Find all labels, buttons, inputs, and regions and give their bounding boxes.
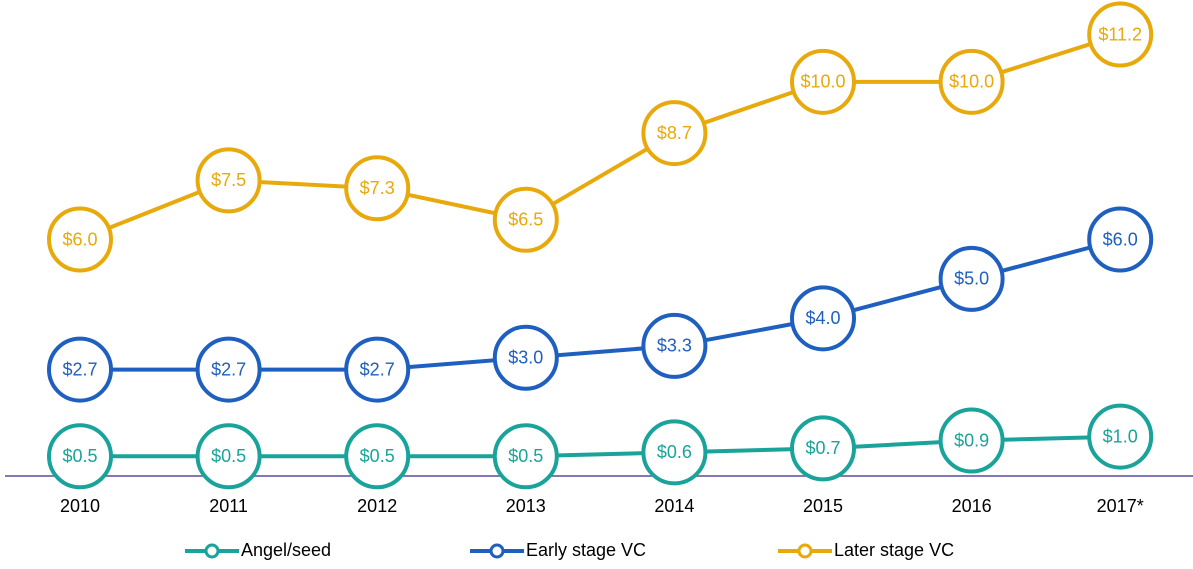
point-marker xyxy=(790,285,856,352)
point-marker xyxy=(344,336,411,403)
data-label: $10.0 xyxy=(949,72,994,92)
data-label: $0.5 xyxy=(211,446,246,466)
point-marker xyxy=(47,206,113,273)
data-label: $6.0 xyxy=(1103,229,1138,249)
x-tick-label: 2012 xyxy=(357,496,397,516)
point-marker xyxy=(938,245,1005,312)
x-tick-label: 2017* xyxy=(1097,496,1144,516)
point-marker xyxy=(195,423,262,490)
point-marker xyxy=(47,423,113,490)
data-label: $10.0 xyxy=(800,72,845,92)
data-label: $6.0 xyxy=(62,229,97,249)
x-tick-label: 2016 xyxy=(952,496,992,516)
data-label: $2.7 xyxy=(62,359,97,379)
point-marker xyxy=(938,407,1005,474)
point-marker xyxy=(195,336,262,403)
point-marker xyxy=(1087,206,1154,273)
data-label: $2.7 xyxy=(360,359,395,379)
data-label: $0.7 xyxy=(805,438,840,458)
data-label: $7.3 xyxy=(360,178,395,198)
data-label: $11.2 xyxy=(1098,24,1142,44)
x-tick-label: 2014 xyxy=(654,496,694,516)
legend-label: Early stage VC xyxy=(526,540,646,560)
legend-marker xyxy=(489,543,505,559)
point-marker xyxy=(492,324,559,391)
legend-label: Angel/seed xyxy=(241,540,331,560)
point-marker xyxy=(641,312,708,379)
x-tick-label: 2011 xyxy=(209,496,248,516)
data-label: $3.0 xyxy=(508,348,543,368)
data-label: $6.5 xyxy=(508,210,543,230)
data-label: $0.5 xyxy=(62,446,97,466)
point-marker xyxy=(492,423,559,490)
data-label: $1.0 xyxy=(1103,426,1138,446)
x-tick-label: 2010 xyxy=(60,496,100,516)
point-marker xyxy=(790,415,856,482)
point-marker xyxy=(344,155,411,222)
point-marker xyxy=(1087,1,1154,68)
point-marker xyxy=(1087,403,1154,470)
data-label: $3.3 xyxy=(657,336,692,356)
data-label: $0.5 xyxy=(360,446,395,466)
point-marker xyxy=(195,147,262,214)
point-marker xyxy=(641,100,708,167)
data-label: $7.5 xyxy=(211,170,246,190)
data-label: $5.0 xyxy=(954,269,989,289)
point-marker xyxy=(47,336,113,403)
point-marker xyxy=(938,48,1005,115)
data-label: $2.7 xyxy=(211,359,246,379)
data-label: $4.0 xyxy=(805,308,840,328)
point-marker xyxy=(790,48,856,115)
data-label: $0.6 xyxy=(657,442,692,462)
x-tick-label: 2015 xyxy=(803,496,843,516)
legend-marker xyxy=(797,543,813,559)
data-label: $8.7 xyxy=(657,123,692,143)
point-marker xyxy=(344,423,411,490)
legend-label: Later stage VC xyxy=(834,540,954,560)
point-marker xyxy=(492,186,559,253)
x-tick-label: 2013 xyxy=(506,496,546,516)
point-marker xyxy=(641,419,708,486)
legend-marker xyxy=(204,543,220,559)
data-label: $0.5 xyxy=(508,446,543,466)
data-label: $0.9 xyxy=(954,430,989,450)
